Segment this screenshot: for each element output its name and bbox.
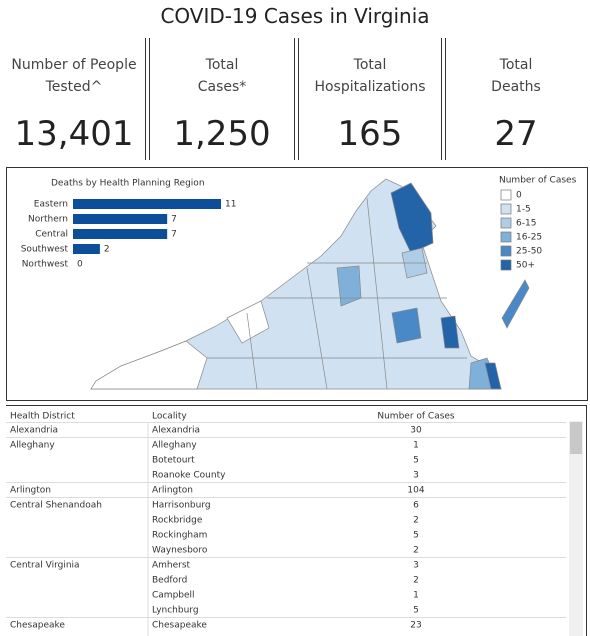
table-panel: Health District Locality Number of Cases Al…: [6, 405, 587, 636]
column-header: Health District: [10, 412, 75, 422]
kpi-label: Total Cases*: [197, 57, 247, 95]
bar: [73, 199, 221, 209]
kpi-value: 1,250: [173, 114, 271, 154]
district-cell: Alleghany: [10, 441, 55, 451]
virginia-map: [90, 178, 530, 390]
map-chart: Deaths by Health Planning Region Eastern 1…: [21, 176, 577, 390]
kpi-value: 165: [337, 114, 403, 154]
category-label: Southwest: [21, 245, 69, 255]
locality-cell: Lynchburg: [152, 606, 199, 616]
kpi-value: 27: [494, 114, 538, 154]
kpi-cases: Total Cases* 1,250: [152, 38, 292, 160]
data-label: 0: [77, 260, 83, 270]
county-border: [246, 312, 258, 390]
locality-cell: Botetourt: [152, 456, 195, 466]
data-table: Health District Locality Number of Cases Al…: [6, 412, 583, 636]
legend-title: Number of Cases: [499, 176, 577, 186]
cases-cell: 2: [413, 546, 419, 556]
cases-cell: 5: [413, 456, 419, 466]
cases-cell: 2: [413, 516, 419, 526]
county-border: [366, 197, 388, 390]
legend-label: 16-25: [516, 233, 542, 243]
map-panel: Deaths by Health Planning Region Eastern 1…: [6, 167, 588, 401]
separator: [294, 38, 299, 160]
data-label: 7: [171, 215, 177, 225]
legend-label: 25-50: [516, 247, 542, 257]
locality-cell: Amherst: [152, 561, 191, 571]
district-cell: Central Virginia: [10, 561, 80, 571]
locality-cell: Bedford: [152, 576, 187, 586]
locality-cell: Rockingham: [152, 531, 207, 541]
county: [390, 182, 434, 254]
legend-swatch: [500, 231, 512, 243]
separator: [145, 38, 150, 160]
district-cell: Chesapeake: [10, 621, 65, 631]
cases-cell: 1: [413, 441, 419, 451]
county: [501, 279, 530, 329]
county-border: [306, 267, 328, 390]
separator: [441, 38, 446, 160]
bar: [73, 244, 100, 254]
kpi-hospitalizations: Total Hospitalizations 165: [300, 38, 440, 160]
cases-cell: 3: [413, 561, 419, 571]
cases-cell: 1: [413, 591, 419, 601]
cases-cell: 5: [413, 606, 419, 616]
district-cell: Alexandria: [10, 426, 58, 436]
bar: [73, 214, 168, 224]
kpi-label: Total Deaths: [491, 57, 541, 95]
data-label: 7: [171, 230, 177, 240]
category-label: Eastern: [34, 200, 68, 210]
legend-label: 6-15: [516, 219, 536, 229]
county: [484, 362, 502, 390]
kpi-label: Number of People Tested^: [11, 57, 137, 95]
kpi-value: 13,401: [14, 114, 134, 154]
locality-cell: Alleghany: [152, 441, 197, 451]
category-label: Central: [35, 230, 68, 240]
chart-title: Deaths by Health Planning Region: [51, 179, 205, 189]
locality-cell: Alexandria: [152, 426, 200, 436]
locality-cell: Waynesboro: [152, 546, 208, 556]
cases-cell: 3: [413, 471, 419, 481]
district-cell: Central Shenandoah: [10, 501, 102, 511]
county: [391, 307, 422, 344]
locality-cell: Arlington: [152, 486, 193, 496]
data-label: 11: [225, 200, 236, 210]
legend-swatch: [500, 217, 512, 229]
legend-label: 50+: [516, 261, 535, 271]
legend-swatch: [500, 189, 512, 201]
column-header: Number of Cases: [377, 412, 455, 422]
legend-label: 0: [516, 191, 522, 201]
kpi-deaths: Total Deaths 27: [446, 38, 586, 160]
cases-cell: 6: [413, 501, 419, 511]
kpi-label: Total Hospitalizations: [314, 57, 426, 95]
locality-cell: Roanoke County: [152, 471, 226, 481]
category-label: Northern: [28, 215, 68, 225]
legend-swatch: [500, 259, 512, 271]
legend-label: 1-5: [516, 205, 531, 215]
locality-cell: Chesapeake: [152, 621, 207, 631]
county: [440, 315, 460, 349]
locality-cell: Rockbridge: [152, 516, 203, 526]
kpi-tested: Number of People Tested^ 13,401: [4, 38, 144, 160]
scrollbar-thumb[interactable]: [570, 422, 582, 454]
county: [90, 340, 208, 390]
dashboard-title: COVID-19 Cases in Virginia: [160, 4, 430, 28]
cases-cell: 5: [413, 531, 419, 541]
cases-cell: 104: [407, 486, 424, 496]
locality-cell: Harrisonburg: [152, 501, 211, 511]
cases-cell: 23: [410, 621, 421, 631]
category-label: Northwest: [22, 260, 69, 270]
scrollbar-track: [569, 421, 583, 636]
locality-cell: Campbell: [152, 591, 195, 601]
cases-cell: 2: [413, 576, 419, 586]
district-cell: Arlington: [10, 486, 51, 496]
legend-swatch: [500, 245, 512, 257]
bar: [73, 229, 168, 239]
cases-cell: 30: [410, 426, 422, 436]
legend-swatch: [500, 203, 512, 215]
data-label: 2: [104, 245, 110, 255]
column-header: Locality: [152, 412, 187, 422]
